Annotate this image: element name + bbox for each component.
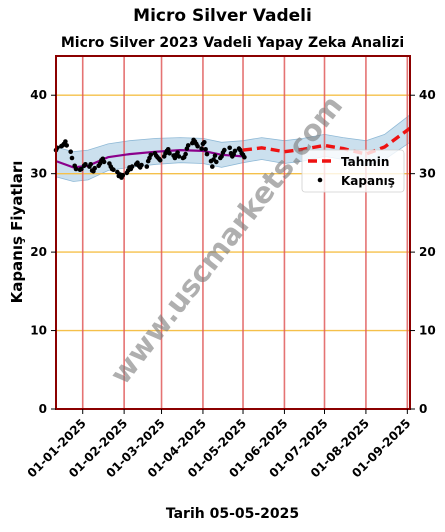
data-point [167, 151, 172, 156]
data-point [203, 147, 208, 152]
watermark: www.uscmarkets.com [103, 89, 349, 391]
data-point [88, 162, 93, 167]
page-title: Micro Silver Vadeli [133, 6, 312, 26]
x-axis-ticks: 01-01-202501-02-202501-03-202501-04-2025… [25, 409, 413, 480]
data-point [222, 147, 227, 153]
x-axis-date-label: Tarih 05-05-2025 [165, 506, 300, 522]
data-point [176, 154, 182, 159]
fit-line-layer [55, 148, 244, 169]
data-point [157, 158, 163, 163]
data-point [111, 167, 116, 172]
data-point [101, 159, 107, 165]
data-point [242, 154, 247, 160]
legend-closing-label: Kapanış [341, 174, 395, 188]
legend: Tahmin Kapanış [301, 149, 405, 193]
y-axis-label: Kapanış Fiyatları [8, 161, 26, 304]
data-point [199, 146, 204, 151]
data-point [63, 139, 68, 144]
data-point [165, 147, 171, 152]
data-point [120, 172, 126, 178]
y-tick-label-right: 30 [419, 167, 436, 181]
y-tick-label-right: 10 [419, 324, 436, 338]
y-tick-label-right: 20 [419, 245, 436, 259]
chart-title: Micro Silver 2023 Vadeli Yapay Zeka Anal… [60, 35, 405, 51]
data-point [227, 145, 232, 151]
plot-frame [55, 55, 411, 410]
data-point [79, 166, 84, 172]
data-point [144, 164, 150, 169]
closing-price-points [53, 137, 247, 180]
data-point [69, 155, 75, 161]
y-tick-label-right: 0 [419, 402, 427, 416]
plot-border [55, 55, 411, 410]
data-point [148, 152, 154, 158]
data-point [139, 162, 144, 168]
data-point [185, 143, 191, 148]
data-point [183, 151, 188, 157]
y-tick-label-right: 40 [419, 88, 436, 102]
data-point [83, 162, 88, 167]
y-axis-ticks: 0 0 10 10 20 20 30 30 40 40 [30, 88, 435, 416]
y-tick-label-left: 20 [30, 245, 47, 259]
data-point [204, 151, 210, 157]
data-point [92, 165, 97, 171]
data-point [68, 149, 73, 154]
y-tick-label-left: 10 [30, 324, 47, 338]
data-point [175, 150, 180, 155]
data-point [232, 148, 238, 154]
fit-line [55, 148, 244, 169]
data-point [214, 159, 219, 165]
y-tick-label-left: 40 [30, 88, 47, 102]
data-point [73, 166, 79, 172]
data-point [202, 140, 207, 145]
data-point [129, 164, 135, 169]
y-tick-label-left: 0 [39, 402, 47, 416]
legend-forecast-label: Tahmin [341, 155, 389, 169]
data-point [195, 143, 200, 149]
y-tick-label-left: 30 [30, 167, 47, 181]
data-point [212, 153, 218, 158]
data-point [210, 164, 215, 169]
month-reference-lines [81, 56, 409, 409]
legend-closing-swatch [317, 177, 323, 183]
data-point [219, 154, 224, 159]
data-point [64, 143, 69, 148]
